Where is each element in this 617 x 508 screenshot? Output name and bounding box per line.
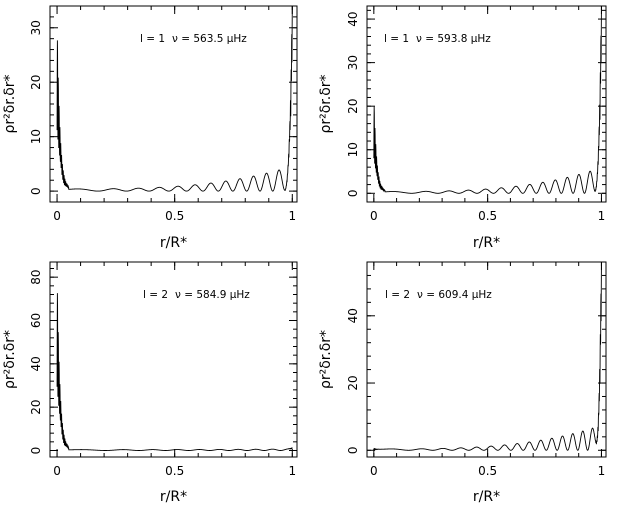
y-tick-label: 0 — [346, 189, 360, 197]
y-tick-label: 0 — [29, 447, 43, 455]
plot-frame — [366, 5, 607, 203]
y-tick-label: 10 — [346, 142, 360, 157]
x-tick-label: 0.5 — [478, 464, 497, 478]
x-tick-label: 1 — [288, 464, 296, 478]
y-axis-label: ρr²δr.δr* — [2, 330, 18, 389]
y-axis-label: ρr²δr.δr* — [318, 330, 334, 389]
y-tick-label: 0 — [346, 446, 360, 454]
mode-curve — [56, 293, 293, 451]
degree-label: l = 1 — [384, 33, 409, 45]
chart-panel-bottom-right: 0 0.5 1 0 20 40 l = 2 ν = 609.4 μHz r/R* ρr²δ… — [318, 261, 607, 505]
x-tick-label: 1 — [598, 209, 606, 223]
mode-curve — [56, 5, 293, 192]
y-tick-label: 60 — [29, 313, 43, 328]
x-tick-label: 0.5 — [165, 464, 184, 478]
mode-curve — [373, 5, 602, 194]
x-tick-label: 0 — [370, 209, 378, 223]
degree-label: l = 1 — [140, 33, 165, 45]
y-tick-label: 40 — [29, 356, 43, 371]
x-tick-label: 0.5 — [478, 209, 497, 223]
frequency-label: ν = 609.4 μHz — [417, 289, 492, 301]
y-tick-label: 20 — [346, 375, 360, 390]
x-tick-label: 0.5 — [165, 209, 184, 223]
y-tick-label: 40 — [346, 308, 360, 323]
frequency-label: ν = 593.8 μHz — [416, 33, 491, 45]
x-tick-label: 0 — [53, 464, 61, 478]
y-axis-label: ρr²δr.δr* — [2, 74, 18, 133]
x-axis-label: r/R* — [160, 235, 187, 251]
x-axis-label: r/R* — [473, 235, 500, 251]
y-tick-label: 20 — [346, 99, 360, 114]
degree-label: l = 2 — [143, 289, 168, 301]
ticks: 0 0.5 1 0 20 40 60 80 — [29, 262, 297, 478]
x-tick-label: 0 — [53, 209, 61, 223]
x-axis-label: r/R* — [160, 489, 187, 505]
y-tick-label: 80 — [29, 270, 43, 285]
y-tick-label: 0 — [29, 187, 43, 195]
x-tick-label: 1 — [288, 209, 296, 223]
ticks: 0 0.5 1 0 20 40 — [346, 261, 606, 478]
y-axis-label: ρr²δr.δr* — [318, 74, 334, 133]
plot-frame — [49, 261, 298, 458]
y-tick-label: 30 — [346, 55, 360, 70]
x-axis-label: r/R* — [473, 489, 500, 505]
y-tick-label: 20 — [29, 400, 43, 415]
plot-frame — [366, 261, 607, 458]
y-tick-label: 30 — [29, 20, 43, 35]
frequency-label: ν = 563.5 μHz — [172, 33, 247, 45]
mode-curve — [373, 261, 602, 452]
x-tick-label: 0 — [370, 464, 378, 478]
degree-label: l = 2 — [385, 289, 410, 301]
y-tick-label: 20 — [29, 75, 43, 90]
frequency-label: ν = 584.9 μHz — [175, 289, 250, 301]
y-tick-label: 40 — [346, 11, 360, 26]
x-tick-label: 1 — [598, 464, 606, 478]
y-tick-label: 10 — [29, 129, 43, 144]
